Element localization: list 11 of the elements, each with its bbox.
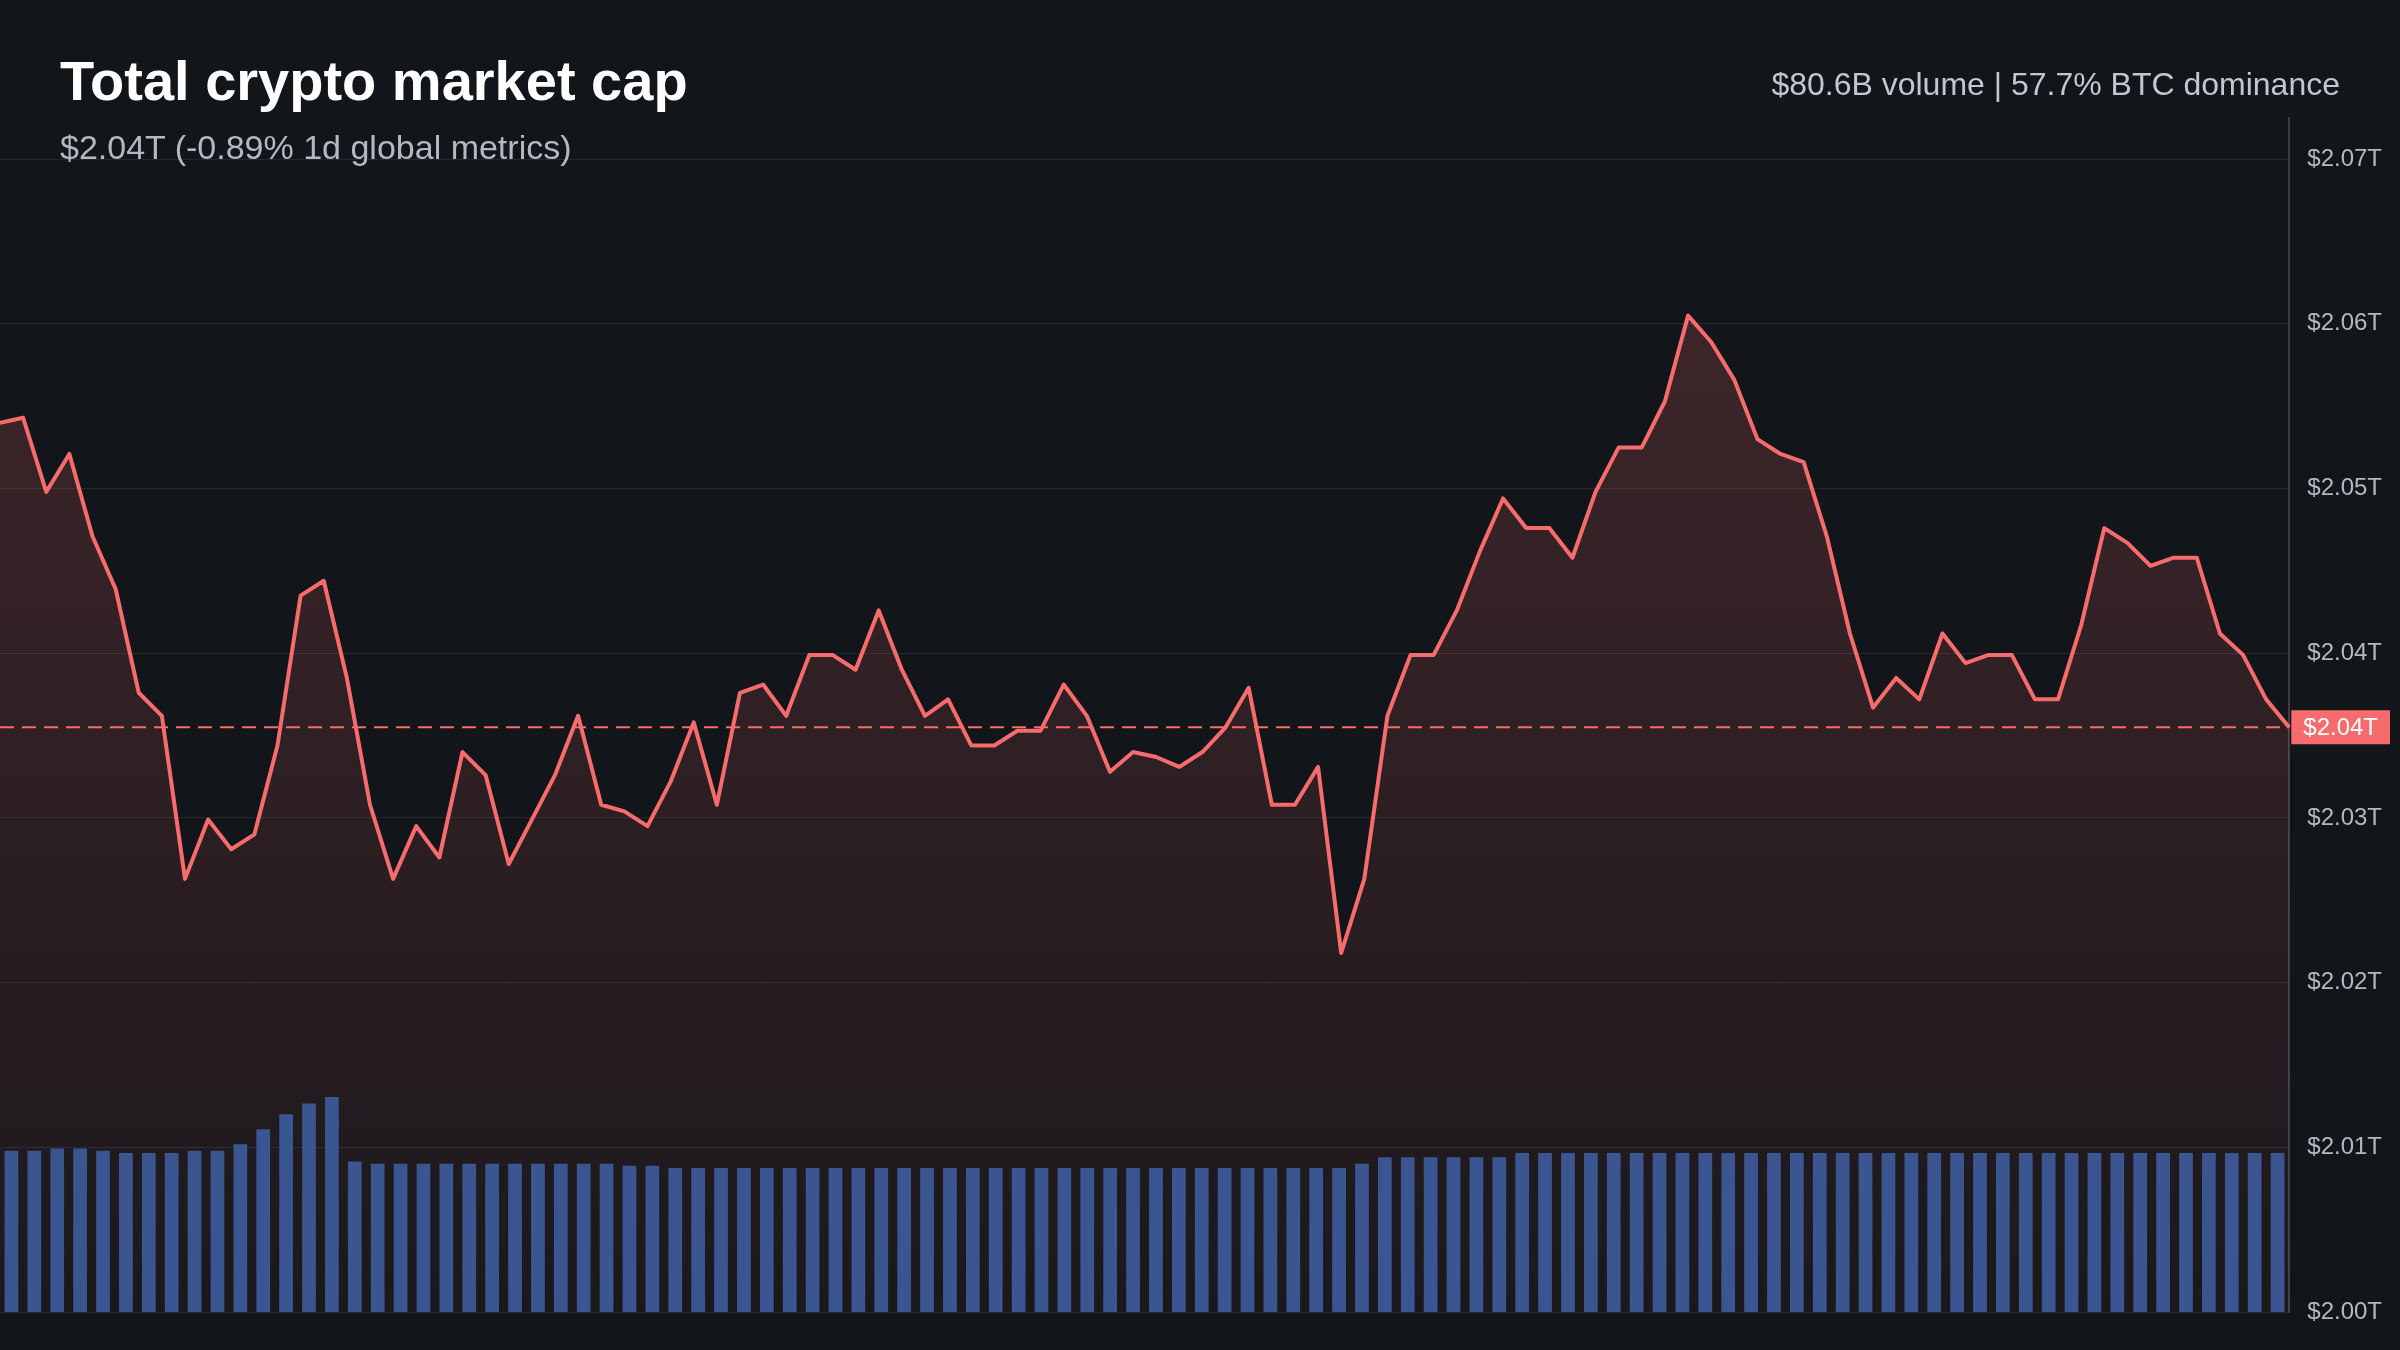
y-tick-label: $2.04T — [2307, 637, 2383, 665]
y-tick-label: $2.02T — [2307, 967, 2383, 995]
y-tick-label: $2.01T — [2307, 1131, 2383, 1159]
y-tick-label: $2.05T — [2307, 473, 2383, 501]
y-tick-label: $2.03T — [2307, 802, 2383, 830]
chart-subtitle: $2.04T (-0.89% 1d global metrics) — [60, 128, 572, 167]
y-tick-label: $2.06T — [2307, 308, 2383, 336]
text: $80.6B volume | 57.7% BTC dominance — [1771, 66, 2340, 103]
y-tick-label: $2.07T — [2307, 143, 2383, 171]
y-tick-label: $2.00T — [2307, 1296, 2383, 1324]
chart-title: Total crypto market cap — [60, 48, 688, 113]
